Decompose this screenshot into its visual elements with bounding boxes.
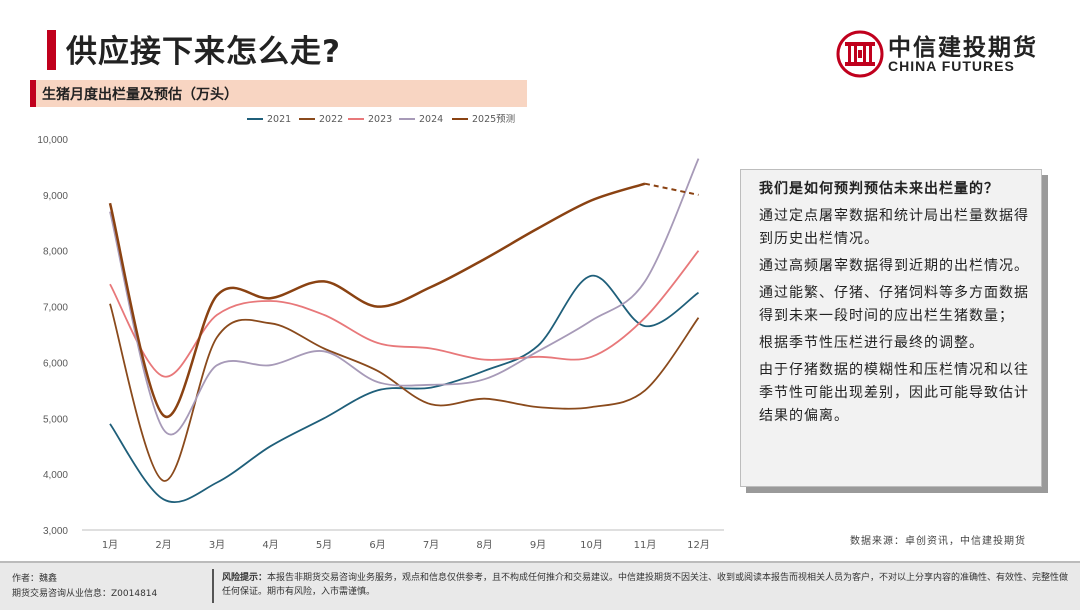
page-title: 供应接下来怎么走? [66, 34, 341, 70]
x-tick-label: 4月 [262, 539, 278, 551]
x-tick-label: 6月 [369, 539, 385, 551]
note-point: 通过能繁、仔猪、仔猪饲料等多方面数据得到未来一段时间的应出栏生猪数量； [759, 285, 1029, 324]
y-tick-label: 5,000 [43, 414, 68, 425]
series-line-4 [108, 182, 646, 419]
x-tick-label: 5月 [316, 539, 332, 551]
hog-output-line-chart: 2021 2022 2023 2024 2025预测 3,000 4,000 5,000 6,… [37, 114, 724, 551]
y-tick-label: 4,000 [43, 470, 68, 481]
footer-divider [212, 569, 214, 603]
series-line-1 [109, 303, 700, 482]
legend-label: 2022 [319, 114, 343, 125]
footer: 作者：魏鑫 期货交易咨询从业信息：Z0014814 风险提示：本报告非期货交易咨… [0, 561, 1080, 610]
y-tick-label: 3,000 [43, 526, 68, 537]
y-tick-label: 8,000 [43, 247, 68, 258]
subtitle-accent-bar [30, 80, 36, 107]
note-point: 通过高频屠宰数据得到近期的出栏情况。 [759, 258, 1029, 274]
x-tick-label: 1月 [102, 539, 118, 551]
logo-english-name: CHINA FUTURES [888, 58, 1015, 74]
series-line-3 [109, 158, 700, 436]
y-tick-label: 10,000 [37, 135, 68, 146]
y-tick-label: 6,000 [43, 358, 68, 369]
x-tick-label: 12月 [687, 539, 710, 551]
series-line-0 [109, 274, 700, 504]
series-line-forecast-4 [644, 182, 699, 196]
data-source: 数据来源：卓创资讯，中信建投期货 [850, 536, 1026, 547]
note-point: 由于仔猪数据的模糊性和压栏情况和以往季节性可能出现差别，因此可能导致估计结果的偏… [759, 362, 1029, 424]
risk-label: 风险提示： [222, 573, 268, 583]
risk-text: 本报告非期货交易咨询业务服务，观点和信息仅供参考，且不构成任何推介和交易建议。中… [222, 573, 1069, 597]
subtitle-band [30, 80, 527, 107]
x-tick-label: 2月 [155, 539, 171, 551]
y-tick-label: 9,000 [43, 191, 68, 202]
footer-author: 作者：魏鑫 [12, 574, 58, 584]
x-tick-label: 8月 [476, 539, 492, 551]
methodology-note-box: 我们是如何预判预估未来出栏量的？ 通过定点屠宰数据和统计局出栏量数据得到历史出栏… [740, 169, 1042, 487]
title-accent-bar [47, 30, 56, 70]
note-question: 我们是如何预判预估未来出栏量的？ [759, 181, 999, 197]
y-tick-label: 7,000 [43, 303, 68, 314]
legend-label: 2025预测 [472, 114, 515, 125]
footer-risk-warning: 风险提示：本报告非期货交易咨询业务服务，观点和信息仅供参考，且不构成任何推介和交… [222, 571, 1072, 599]
x-tick-label: 3月 [209, 539, 225, 551]
chart-legend: 2021 2022 2023 2024 2025预测 [247, 114, 515, 125]
series-line-2 [109, 250, 700, 378]
note-point: 通过定点屠宰数据和统计局出栏量数据得到历史出栏情况。 [759, 208, 1029, 247]
legend-label: 2023 [368, 114, 392, 125]
y-axis: 3,000 4,000 5,000 6,000 7,000 8,000 9,000 10,00… [37, 135, 68, 537]
legend-label: 2024 [419, 114, 443, 125]
note-point: 根据季节性压栏进行最终的调整。 [759, 335, 984, 351]
legend-label: 2021 [267, 114, 291, 125]
china-futures-logo-icon [836, 30, 884, 78]
x-tick-label: 9月 [530, 539, 546, 551]
logo-chinese-name: 中信建投期货 [888, 35, 1038, 61]
x-axis: 1月 2月 3月 4月 5月 6月 7月 8月 9月 10月 11月 12月 [102, 539, 710, 551]
series-lines [108, 158, 700, 504]
x-tick-label: 7月 [423, 539, 439, 551]
x-tick-label: 11月 [634, 539, 657, 551]
x-tick-label: 10月 [580, 539, 603, 551]
chart-subtitle: 生猪月度出栏量及预估（万头） [42, 87, 238, 103]
footer-license: 期货交易咨询从业信息：Z0014814 [12, 589, 158, 599]
